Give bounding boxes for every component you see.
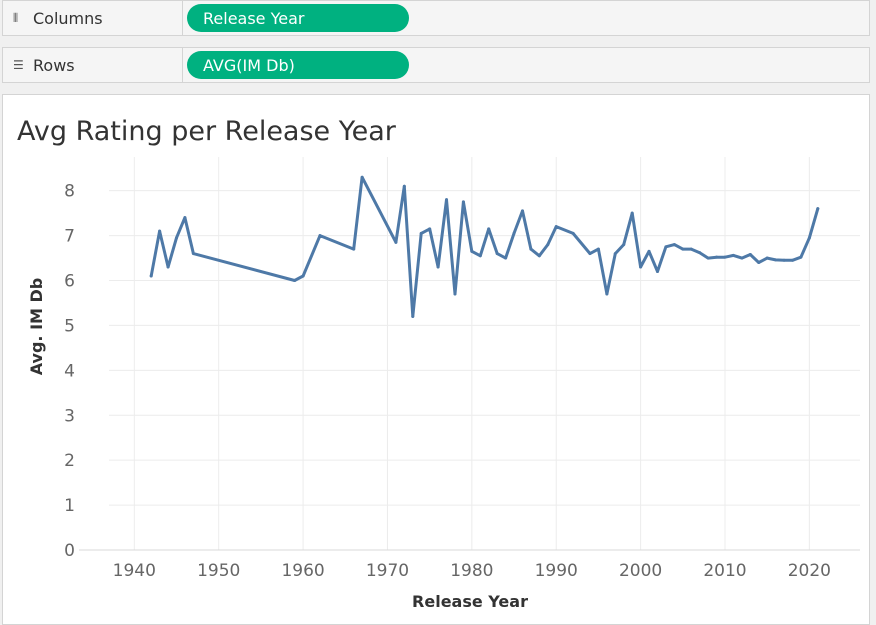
rows-shelf-label: ☰ Rows: [3, 48, 183, 82]
y-tick-label: 6: [64, 272, 75, 292]
data-point: [529, 247, 533, 251]
data-point: [520, 209, 524, 213]
data-point: [706, 256, 710, 260]
data-point: [301, 274, 305, 278]
data-point: [183, 216, 187, 220]
y-tick-label: 4: [64, 361, 75, 381]
data-point: [504, 256, 508, 260]
data-point: [757, 261, 761, 265]
data-point: [782, 258, 786, 262]
y-tick-label: 0: [64, 541, 75, 561]
data-point: [453, 292, 457, 296]
x-tick-label: 2010: [703, 561, 746, 581]
data-point: [596, 247, 600, 251]
data-point: [487, 227, 491, 231]
columns-label-text: Columns: [33, 8, 103, 28]
data-point: [445, 198, 449, 202]
data-point: [419, 231, 423, 235]
data-point: [723, 255, 727, 259]
data-point: [360, 175, 364, 179]
rows-label-text: Rows: [33, 55, 75, 75]
data-point: [546, 243, 550, 247]
data-point: [166, 265, 170, 269]
x-tick-label: 1950: [197, 561, 240, 581]
x-tick-label: 1940: [113, 561, 156, 581]
data-point: [740, 256, 744, 260]
data-point: [816, 207, 820, 211]
data-point: [512, 231, 516, 235]
x-tick-label: 1980: [450, 561, 493, 581]
data-point: [149, 274, 153, 278]
x-axis-label: Release Year: [412, 592, 528, 611]
y-tick-label: 7: [64, 227, 75, 247]
y-tick-label: 3: [64, 406, 75, 426]
x-tick-label: 2020: [788, 561, 831, 581]
columns-shelf: ⫴ Columns Release Year: [2, 0, 870, 36]
data-point: [807, 236, 811, 240]
data-point: [402, 184, 406, 188]
data-point: [765, 256, 769, 260]
line-chart: Avg Rating per Release Year 0 1 2 3 4 5 6 7 8 1940…: [17, 116, 860, 611]
data-point: [689, 247, 693, 251]
chart-panel: Avg Rating per Release Year 0 1 2 3 4 5 6 7 8 1940…: [2, 94, 870, 625]
data-point: [293, 279, 297, 283]
x-tick-label: 1960: [281, 561, 324, 581]
rows-shelf: ☰ Rows AVG(IM Db): [2, 47, 870, 83]
data-point: [554, 225, 558, 229]
rows-icon: ☰: [13, 58, 24, 72]
release-year-pill[interactable]: Release Year: [187, 4, 409, 32]
data-point: [613, 252, 617, 256]
data-point: [571, 231, 575, 235]
data-point: [664, 245, 668, 249]
y-tick-label: 8: [64, 182, 75, 202]
y-tick-label: 1: [64, 496, 75, 516]
data-point: [715, 255, 719, 259]
y-axis-label: Avg. IM Db: [27, 278, 46, 376]
data-point: [478, 254, 482, 258]
data-point: [647, 249, 651, 253]
data-point: [774, 258, 778, 262]
x-tick-label: 1990: [535, 561, 578, 581]
data-point: [495, 252, 499, 256]
y-tick-label: 5: [64, 316, 75, 336]
chart-title: Avg Rating per Release Year: [17, 116, 397, 147]
data-point: [698, 251, 702, 255]
data-point: [681, 247, 685, 251]
data-point: [639, 265, 643, 269]
data-point: [672, 243, 676, 247]
data-point: [191, 252, 195, 256]
data-point: [630, 211, 634, 215]
data-point: [622, 243, 626, 247]
columns-icon: ⫴: [13, 10, 19, 25]
series-line-0: [149, 175, 820, 318]
data-point: [461, 200, 465, 204]
data-point: [436, 265, 440, 269]
data-point: [748, 252, 752, 256]
data-point: [411, 314, 415, 318]
x-tick-label: 2000: [619, 561, 662, 581]
data-point: [655, 270, 659, 274]
columns-shelf-label: ⫴ Columns: [3, 1, 183, 35]
data-point: [731, 253, 735, 257]
data-point: [394, 240, 398, 244]
data-point: [175, 236, 179, 240]
data-point: [158, 229, 162, 233]
avg-imdb-pill[interactable]: AVG(IM Db): [187, 51, 409, 79]
data-point: [470, 249, 474, 253]
data-point: [428, 227, 432, 231]
y-tick-label: 2: [64, 451, 75, 471]
data-point: [537, 254, 541, 258]
x-tick-label: 1970: [366, 561, 409, 581]
data-point: [588, 252, 592, 256]
data-point: [790, 258, 794, 262]
data-point: [352, 247, 356, 251]
data-point: [605, 292, 609, 296]
data-point: [318, 234, 322, 238]
data-point: [799, 255, 803, 259]
